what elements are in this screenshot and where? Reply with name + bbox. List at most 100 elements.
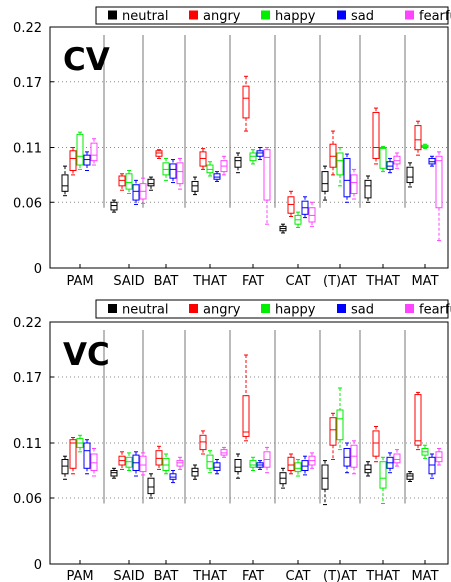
- box-body: [287, 196, 295, 214]
- box-sad-3: [213, 459, 221, 475]
- box-body: [199, 151, 207, 167]
- box-body: [242, 395, 250, 437]
- box-fearful-4: [263, 446, 271, 474]
- box-sad-7: [386, 157, 394, 174]
- box-body: [132, 184, 140, 201]
- x-tick-label: CAT: [286, 569, 311, 582]
- box-fearful-8: [435, 151, 443, 242]
- box-fearful-6: [350, 440, 358, 475]
- box-body: [125, 173, 133, 190]
- box-body: [191, 180, 199, 192]
- box-sad-1: [132, 451, 140, 477]
- box-body: [83, 154, 91, 166]
- box-fearful-4: [263, 147, 271, 225]
- y-tick-label: 0.22: [13, 316, 42, 331]
- box-angry-0: [69, 437, 77, 475]
- x-tick-label: THAT: [192, 274, 227, 289]
- box-body: [90, 453, 98, 471]
- x-tick-label: CAT: [286, 274, 311, 289]
- box-body: [287, 456, 295, 471]
- box-fearful-5: [308, 201, 316, 227]
- box-happy-6: [336, 387, 344, 451]
- box-body: [294, 462, 302, 473]
- box-happy-0: [76, 434, 84, 453]
- box-neutral-7: [364, 461, 372, 477]
- x-tick-label: THAT: [192, 569, 227, 582]
- box-neutral-7: [364, 175, 372, 203]
- box-happy-7: [379, 456, 387, 504]
- legend-frame: [95, 299, 449, 319]
- box-neutral-5: [279, 223, 287, 234]
- x-tick-label: MAT: [411, 274, 438, 289]
- box-body: [256, 150, 264, 157]
- box-body: [162, 162, 170, 176]
- box-sad-0: [83, 439, 91, 475]
- legend-label-happy: happy: [275, 303, 316, 318]
- box-body: [301, 460, 309, 472]
- y-tick-label: 0.11: [13, 142, 42, 157]
- box-happy-3: [206, 161, 214, 177]
- box-happy-1: [125, 170, 133, 195]
- box-body: [118, 175, 126, 187]
- box-body: [372, 430, 380, 457]
- box-body: [329, 143, 337, 168]
- box-sad-5: [301, 455, 309, 476]
- box-happy-6: [336, 147, 344, 187]
- box-angry-1: [118, 173, 126, 191]
- box-happy-4: [249, 149, 257, 165]
- chart-panel-vc: 0 0.06 0.11 0.17 0.22 PAM SAID BAT THAT FAT CAT (T)…: [13, 299, 451, 582]
- box-body: [386, 161, 394, 170]
- box-body: [191, 467, 199, 477]
- box-body: [329, 417, 337, 446]
- box-sad-1: [132, 179, 140, 205]
- box-sad-8: [428, 155, 436, 167]
- box-angry-1: [118, 451, 126, 470]
- x-tick-label: PAM: [66, 569, 93, 582]
- legend-label-neutral: neutral: [122, 303, 169, 318]
- box-body: [90, 142, 98, 162]
- box-happy-5: [294, 211, 302, 228]
- box-body: [372, 111, 380, 159]
- box-fearful-5: [308, 452, 316, 469]
- panel-title: CV: [63, 42, 110, 78]
- x-tick-label: SAID: [113, 274, 144, 289]
- y-tick-label: 0: [34, 262, 42, 277]
- legend-label-angry: angry: [203, 303, 241, 318]
- box-fearful-3: [220, 446, 228, 458]
- box-fearful-6: [350, 168, 358, 200]
- box-body: [364, 179, 372, 199]
- legend-label-sad: sad: [351, 303, 374, 318]
- box-body: [393, 155, 401, 165]
- box-sad-6: [343, 442, 351, 474]
- box-angry-6: [329, 412, 337, 460]
- box-body: [393, 453, 401, 464]
- x-tick-label: (T)AT: [323, 569, 357, 582]
- box-body: [414, 125, 422, 151]
- box-body: [213, 462, 221, 471]
- box-angry-5: [287, 453, 295, 475]
- box-body: [428, 157, 436, 165]
- box-body: [110, 470, 118, 477]
- box-body: [234, 459, 242, 473]
- legend-frame: [95, 6, 449, 25]
- box-body: [428, 456, 436, 475]
- box-body: [321, 464, 329, 490]
- box-happy-5: [294, 459, 302, 477]
- box-neutral-1: [110, 467, 118, 479]
- legend: neutral angry happy sad fearful: [95, 299, 451, 319]
- box-neutral-8: [406, 162, 414, 188]
- box-body: [435, 451, 443, 463]
- box-happy-2: [162, 157, 170, 181]
- box-angry-2: [155, 149, 163, 159]
- x-tick-label: (T)AT: [323, 274, 357, 289]
- box-body: [308, 207, 316, 223]
- box-body: [147, 477, 155, 495]
- box-neutral-1: [110, 199, 118, 213]
- box-fearful-3: [220, 155, 228, 176]
- box-neutral-3: [191, 464, 199, 480]
- box-angry-0: [69, 147, 77, 176]
- box-angry-3: [199, 430, 207, 455]
- box-sad-4: [256, 147, 264, 161]
- box-angry-6: [329, 130, 337, 176]
